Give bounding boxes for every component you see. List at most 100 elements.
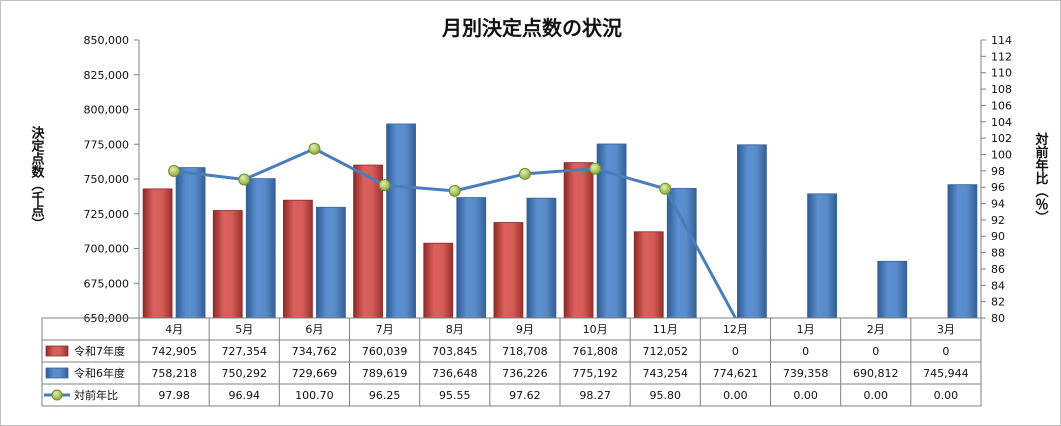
bar-r7 — [283, 199, 313, 319]
data-table-cell: 712,052 — [643, 345, 689, 358]
x-tick-label: 10月 — [583, 323, 608, 336]
data-table-cell: 97.62 — [509, 389, 541, 402]
chart-title: 月別決定点数の状況 — [441, 16, 622, 40]
x-tick-label: 4月 — [165, 323, 183, 336]
y-right-tick-label: 92 — [991, 214, 1005, 227]
x-tick-label: 12月 — [723, 323, 748, 336]
ratio-marker — [589, 162, 602, 175]
y-left-tick-label: 725,000 — [84, 208, 130, 221]
y-left-tick-label: 775,000 — [84, 138, 130, 151]
y-right-tick-label: 110 — [991, 67, 1012, 80]
bar-r6 — [737, 144, 767, 319]
data-table-cell: 736,648 — [432, 367, 478, 380]
data-table-cell: 736,226 — [502, 367, 548, 380]
legend-label: 対前年比 — [74, 388, 118, 402]
bar-r6 — [175, 167, 206, 319]
legend-key-marker — [51, 389, 63, 401]
bar-r7 — [353, 164, 383, 319]
x-tick-label: 3月 — [937, 323, 955, 336]
y-right-tick-label: 90 — [991, 230, 1005, 243]
bar-r7 — [493, 222, 524, 319]
data-table-cell: 0 — [872, 345, 879, 358]
data-table-cell: 0 — [802, 345, 809, 358]
data-table-cell: 739,358 — [783, 367, 829, 380]
data-table-cell: 0.00 — [723, 389, 748, 402]
ratio-marker — [659, 182, 672, 195]
data-table-cell: 0.00 — [934, 389, 959, 402]
x-tick-label: 9月 — [516, 323, 534, 336]
y-right-tick-label: 98 — [991, 165, 1005, 178]
data-table-cell: 742,905 — [151, 345, 197, 358]
y-right-tick-label: 106 — [991, 99, 1012, 112]
legend-key-r7 — [45, 345, 69, 357]
data-table-cell: 96.94 — [229, 389, 261, 402]
y-right-tick-label: 102 — [991, 132, 1012, 145]
data-table-cell: 0.00 — [864, 389, 889, 402]
y-left-tick-label: 825,000 — [84, 69, 130, 82]
y-right-tick-label: 88 — [991, 247, 1005, 260]
y-right-tick-label: 100 — [991, 148, 1012, 161]
data-table-cell: 95.80 — [650, 389, 682, 402]
ratio-marker — [238, 173, 251, 186]
y-right-label-group: 対前年比（％） — [1033, 132, 1050, 224]
x-tick-label: 7月 — [376, 323, 394, 336]
data-table-cell: 760,039 — [362, 345, 408, 358]
y-right-tick-label: 84 — [991, 279, 1005, 292]
legend-key-r6 — [45, 367, 69, 379]
data-table-cell: 0 — [942, 345, 949, 358]
bar-r7 — [423, 242, 454, 319]
axes-group: 650,000675,000700,000725,000750,000775,0… — [84, 34, 1013, 325]
data-table-cell: 718,708 — [502, 345, 548, 358]
data-table-cell: 690,812 — [853, 367, 899, 380]
data-table-cell: 0.00 — [793, 389, 818, 402]
y-left-label-group: 決定点数（千点） — [29, 125, 46, 230]
ratio-marker — [378, 179, 391, 192]
x-tick-label: 5月 — [235, 323, 253, 336]
bar-r6 — [807, 193, 837, 319]
bar-r6 — [245, 178, 276, 319]
data-table-cell: 750,292 — [222, 367, 268, 380]
y-right-tick-label: 94 — [991, 198, 1005, 211]
data-table-cell: 703,845 — [432, 345, 478, 358]
bar-r6 — [386, 123, 416, 319]
bar-r6 — [316, 206, 346, 319]
ratio-marker — [308, 142, 321, 155]
bar-r6 — [456, 197, 487, 319]
bar-r6 — [526, 197, 557, 319]
data-table-cell: 0 — [732, 345, 739, 358]
data-table-cell: 743,254 — [643, 367, 689, 380]
data-table-cell: 789,619 — [362, 367, 408, 380]
y-left-tick-label: 675,000 — [84, 277, 130, 290]
ratio-line-group — [168, 142, 737, 319]
y-left-tick-label: 850,000 — [84, 34, 130, 47]
legend-label: 令和6年度 — [74, 366, 125, 380]
bar-r7 — [563, 162, 594, 319]
y-left-tick-label: 800,000 — [84, 104, 130, 117]
y-axis-left-title: 決定点数（千点） — [29, 125, 46, 230]
y-right-tick-label: 80 — [991, 312, 1005, 325]
bar-r7 — [212, 210, 243, 319]
y-axis-right-title: 対前年比（％） — [1033, 132, 1050, 224]
ratio-marker — [448, 184, 461, 197]
x-tick-label: 8月 — [446, 323, 464, 336]
data-table-cell: 729,669 — [292, 367, 338, 380]
bar-r6 — [666, 187, 697, 319]
y-right-tick-label: 112 — [991, 50, 1012, 63]
data-table-cell: 761,808 — [572, 345, 618, 358]
bar-r7 — [142, 188, 173, 319]
y-left-tick-label: 750,000 — [84, 173, 130, 186]
bar-r6 — [947, 184, 978, 319]
y-right-tick-label: 96 — [991, 181, 1005, 194]
data-table-cell: 734,762 — [292, 345, 338, 358]
y-right-tick-label: 104 — [991, 116, 1012, 129]
x-tick-label: 11月 — [653, 323, 678, 336]
ratio-marker — [168, 164, 181, 177]
bars-group — [142, 123, 978, 319]
data-table-cell: 774,621 — [713, 367, 759, 380]
data-table-cell: 727,354 — [222, 345, 268, 358]
bar-r6 — [877, 260, 908, 319]
y-right-tick-label: 108 — [991, 83, 1012, 96]
